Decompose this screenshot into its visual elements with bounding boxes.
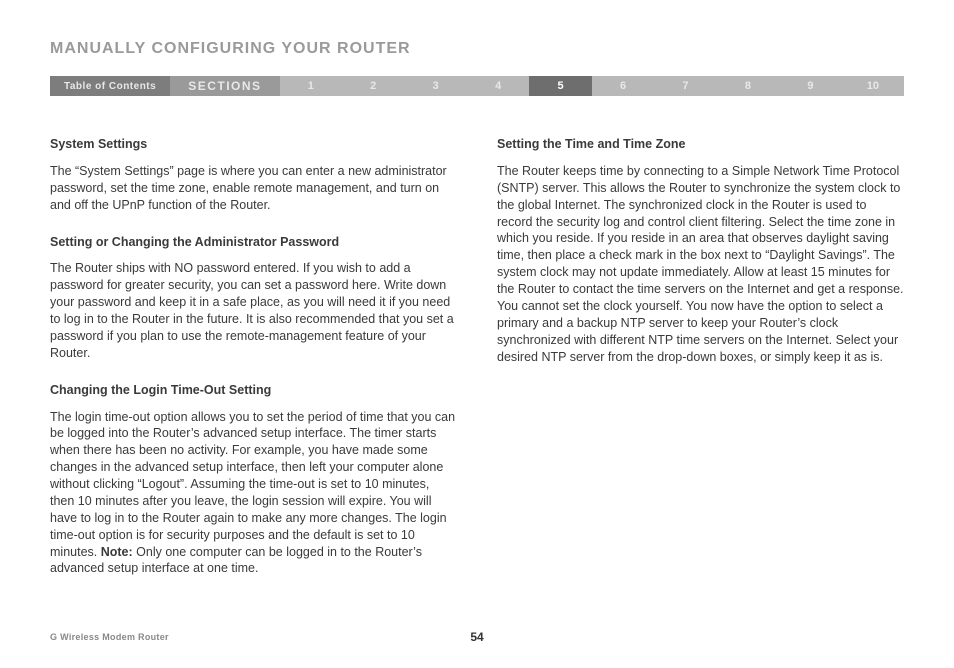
nav-item-8[interactable]: 8 xyxy=(717,76,779,96)
section-nav: Table of Contents SECTIONS 1 2 3 4 5 6 7… xyxy=(50,76,904,96)
nav-sections-label: SECTIONS xyxy=(170,76,279,96)
footer-product-name: G Wireless Modem Router xyxy=(50,632,169,642)
content-columns: System Settings The “System Settings” pa… xyxy=(50,136,904,581)
nav-item-6[interactable]: 6 xyxy=(592,76,654,96)
text-system-settings: The “System Settings” page is where you … xyxy=(50,163,457,214)
nav-item-4[interactable]: 4 xyxy=(467,76,529,96)
heading-login-timeout: Changing the Login Time-Out Setting xyxy=(50,382,457,399)
text-login-timeout-a: The login time-out option allows you to … xyxy=(50,410,455,559)
nav-item-1[interactable]: 1 xyxy=(280,76,342,96)
page-number: 54 xyxy=(470,630,483,644)
nav-toc-link[interactable]: Table of Contents xyxy=(50,76,170,96)
heading-admin-password: Setting or Changing the Administrator Pa… xyxy=(50,234,457,251)
text-time-zone: The Router keeps time by connecting to a… xyxy=(497,163,904,366)
heading-system-settings: System Settings xyxy=(50,136,457,153)
page-title: MANUALLY CONFIGURING YOUR ROUTER xyxy=(50,40,904,58)
right-column: Setting the Time and Time Zone The Route… xyxy=(497,136,904,581)
nav-item-3[interactable]: 3 xyxy=(404,76,466,96)
nav-item-7[interactable]: 7 xyxy=(654,76,716,96)
nav-item-10[interactable]: 10 xyxy=(842,76,904,96)
heading-time-zone: Setting the Time and Time Zone xyxy=(497,136,904,153)
nav-item-5[interactable]: 5 xyxy=(529,76,591,96)
nav-item-2[interactable]: 2 xyxy=(342,76,404,96)
note-label: Note: xyxy=(101,545,133,559)
nav-items: 1 2 3 4 5 6 7 8 9 10 xyxy=(280,76,904,96)
left-column: System Settings The “System Settings” pa… xyxy=(50,136,457,581)
page-footer: G Wireless Modem Router 54 xyxy=(50,632,904,642)
nav-item-9[interactable]: 9 xyxy=(779,76,841,96)
text-admin-password: The Router ships with NO password entere… xyxy=(50,260,457,361)
text-login-timeout: The login time-out option allows you to … xyxy=(50,409,457,578)
page-container: MANUALLY CONFIGURING YOUR ROUTER Table o… xyxy=(0,0,954,668)
